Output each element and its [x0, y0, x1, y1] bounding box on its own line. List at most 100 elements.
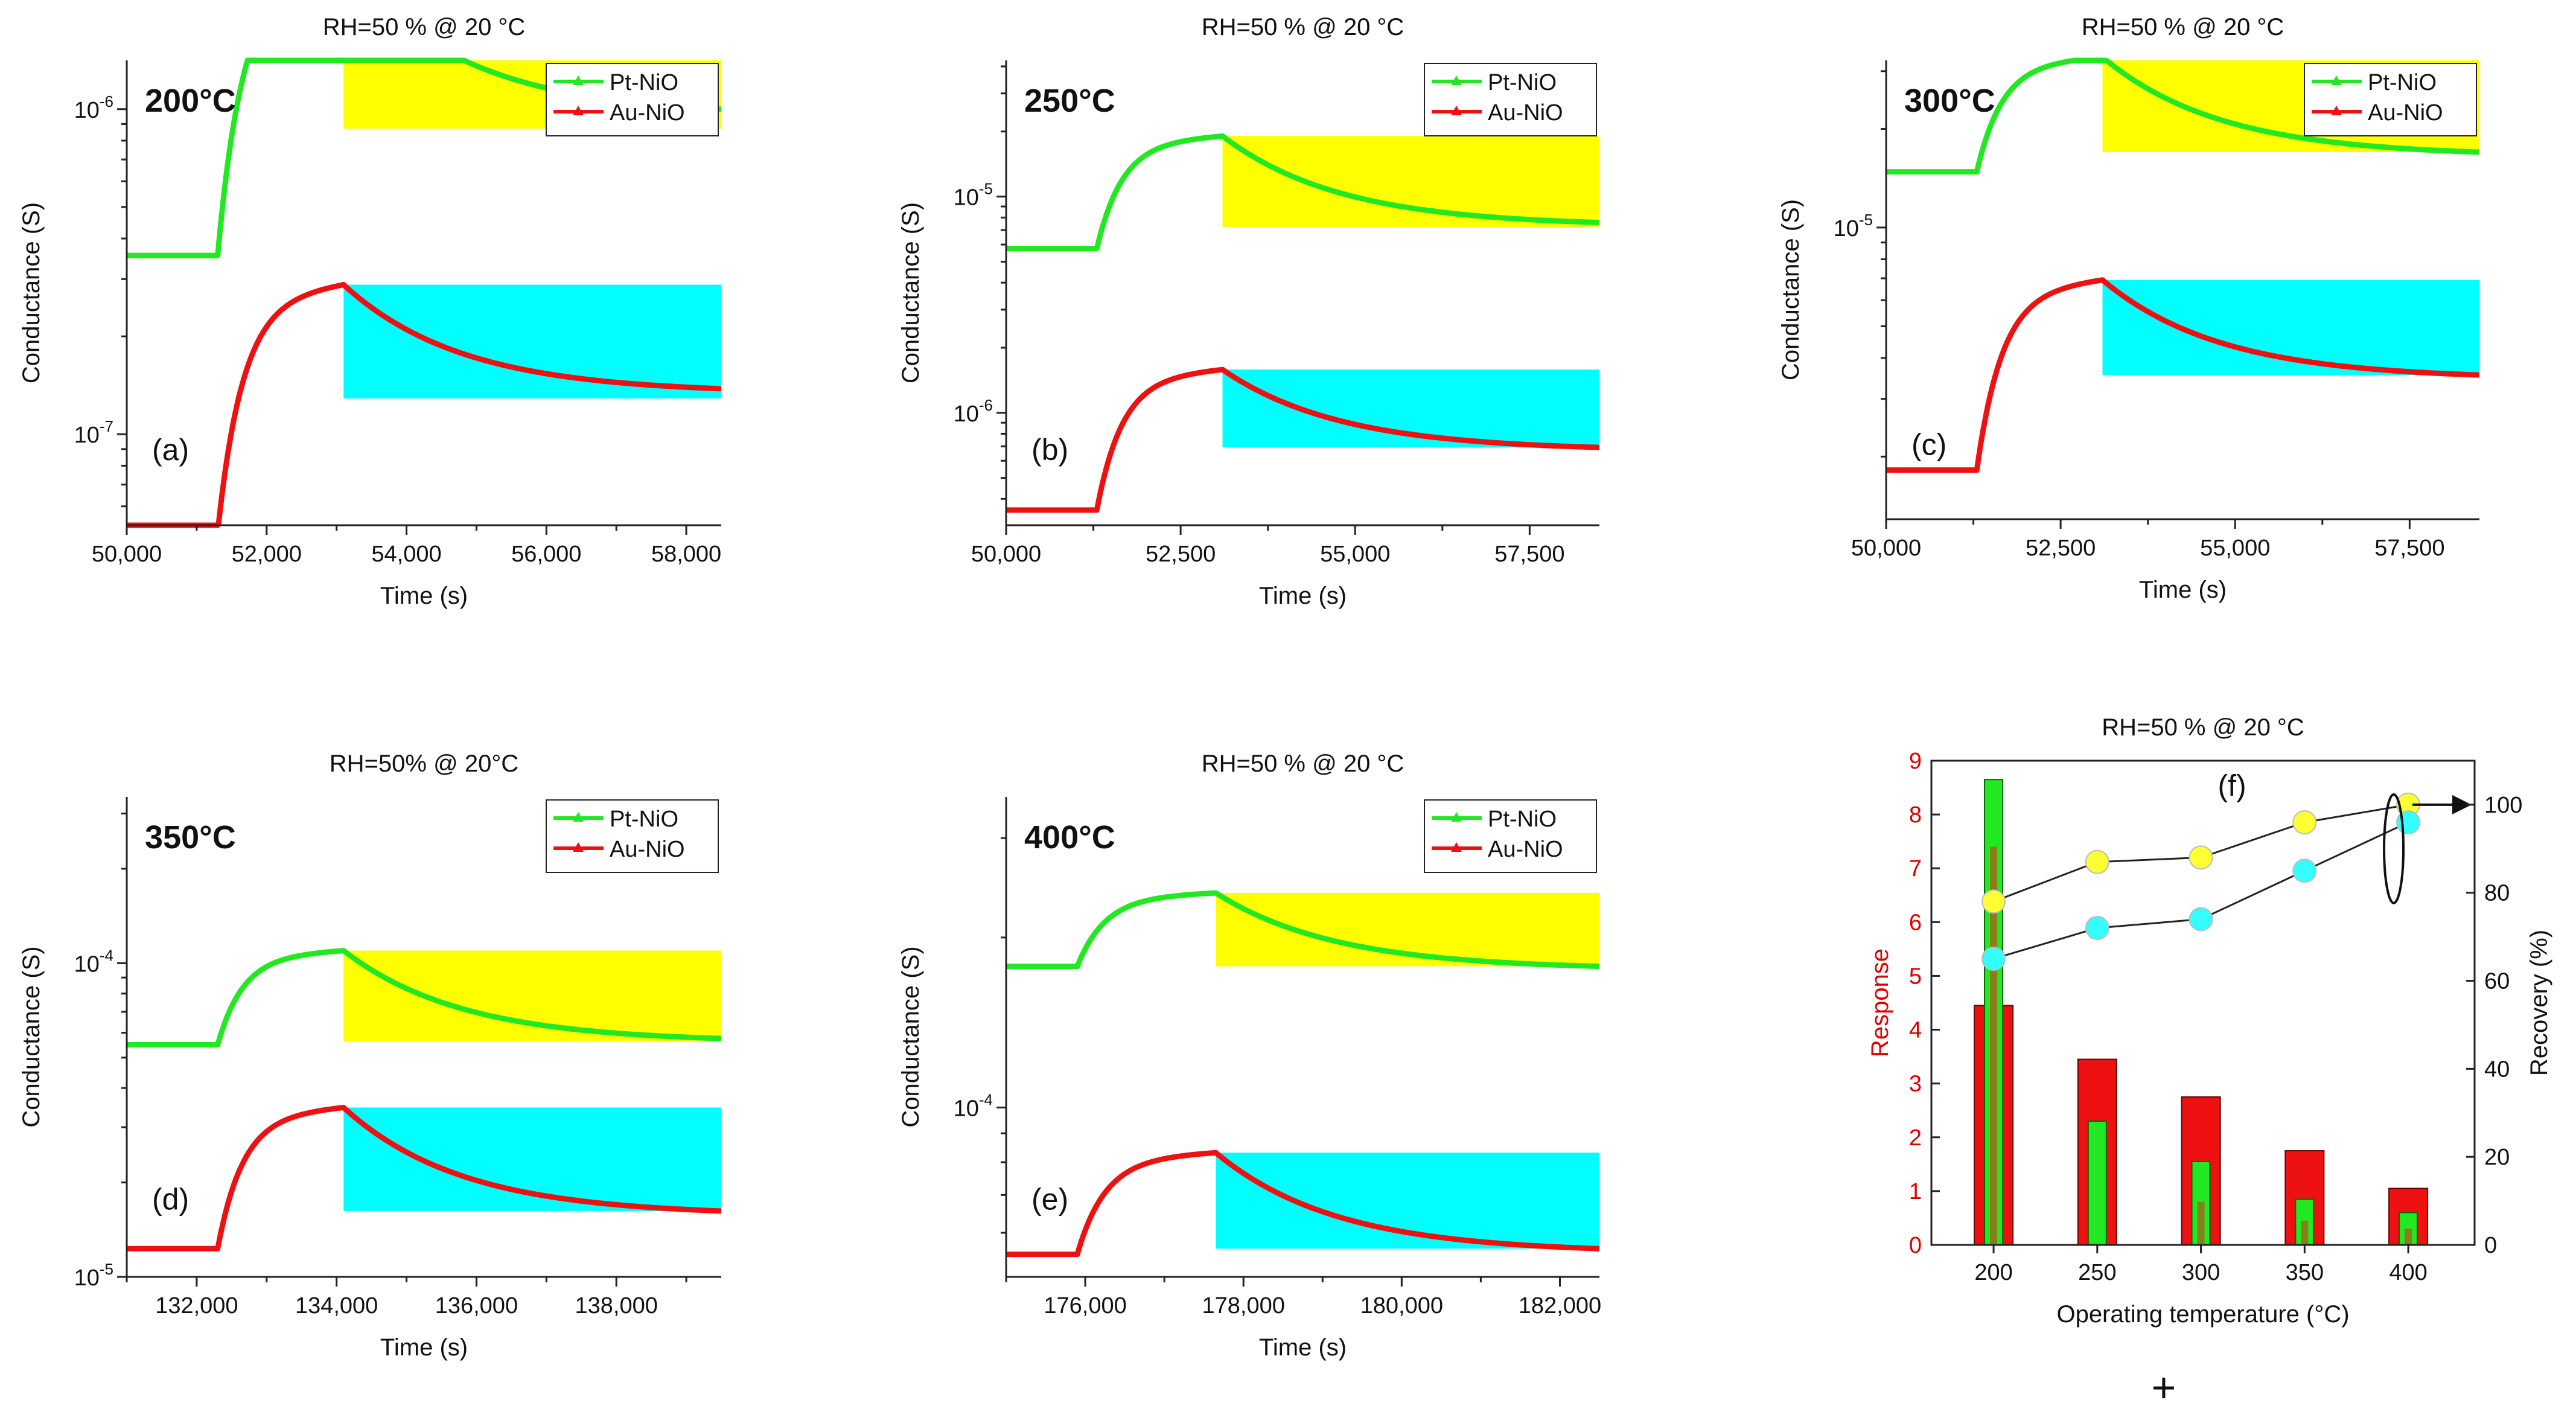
y-tick-label: 1	[1909, 1179, 1922, 1204]
bar-inner-mark	[2301, 1220, 2309, 1245]
series-line-au-nio	[127, 1104, 722, 1252]
y-tick-label: 3	[1909, 1072, 1922, 1097]
y2-axis-label: Recovery (%)	[2526, 930, 2552, 1076]
legend-marker-1	[573, 106, 584, 115]
y-tick-label: 4	[1909, 1018, 1922, 1043]
chart-title: RH=50 % @ 20 °C	[323, 14, 526, 40]
x-axis-label: Operating temperature (°C)	[2056, 1301, 2349, 1328]
panel-a: RH=50 % @ 20 °C 50,000 52,000 54,000 56,000 5…	[18, 14, 722, 609]
legend-marker-0	[2331, 75, 2342, 85]
panel-label: (f)	[2217, 769, 2246, 802]
y-tick-label: 5	[1909, 964, 1922, 989]
series-line-pt-nio	[1006, 890, 1600, 970]
x-tick-label: 138,000	[575, 1293, 657, 1319]
recovery-point	[2292, 810, 2317, 835]
x-tick-label: 200	[1974, 1260, 2012, 1285]
y-tick-label-base: 10	[954, 401, 979, 427]
panel-label: (e)	[1031, 1183, 1068, 1217]
recovery-box-1	[343, 284, 721, 398]
y-tick-label-exponent: -5	[1859, 211, 1873, 229]
legend-label: Pt-NiO	[610, 70, 678, 95]
y-tick-label-exponent: -6	[979, 396, 993, 414]
panel-d: RH=50% @ 20°C 132,000 134,000 136,000 138,00…	[18, 750, 722, 1361]
panel-label: (d)	[152, 1183, 189, 1217]
temperature-label: 300°C	[1904, 83, 1995, 119]
legend-label: Pt-NiO	[1488, 70, 1557, 95]
recovery-point	[2085, 916, 2109, 941]
x-tick-label: 136,000	[435, 1293, 518, 1319]
x-tick-label: 300	[2182, 1260, 2220, 1285]
y-tick-label-base: 10	[74, 98, 100, 123]
x-tick-label: 57,500	[1494, 542, 1564, 567]
legend-box	[2304, 63, 2477, 136]
x-tick-label: 55,000	[1320, 542, 1390, 567]
series-line-au-nio	[1886, 277, 2480, 473]
panel-label: (c)	[1911, 428, 1946, 462]
y-axis-label: Response	[1867, 948, 1893, 1057]
x-tick-label: 176,000	[1044, 1293, 1126, 1319]
y2-tick-label: 60	[2484, 969, 2510, 994]
x-tick-label: 250	[2078, 1260, 2116, 1285]
y-axis-label: Conductance (S)	[897, 946, 924, 1127]
chart-title: RH=50 % @ 20 °C	[2082, 14, 2284, 40]
y-axis-label: Conductance (S)	[897, 202, 924, 383]
bar-pt-niO-response	[2087, 1121, 2107, 1246]
y-axis-label: Conductance (S)	[18, 946, 45, 1127]
recovery-line-1	[1993, 821, 2409, 960]
legend-label: Au-NiO	[2368, 100, 2443, 126]
series-line-au-nio	[1006, 1150, 1600, 1258]
y-tick-label: 10-6	[954, 396, 993, 427]
y2-tick-label: 100	[2484, 793, 2522, 818]
x-tick-label: 400	[2389, 1260, 2427, 1285]
legend-marker-1	[573, 842, 584, 852]
series-line-pt-nio	[127, 948, 722, 1047]
recovery-point	[2085, 849, 2109, 874]
y-tick-label: 6	[1909, 910, 1922, 935]
x-axis-label: Time (s)	[2139, 577, 2227, 603]
legend-label: Pt-NiO	[1488, 807, 1557, 832]
x-tick-label: 52,500	[2026, 536, 2096, 561]
y-tick-label-base: 10	[1834, 216, 1859, 241]
x-axis-label: Time (s)	[1259, 1334, 1347, 1361]
x-tick-label: 180,000	[1360, 1293, 1443, 1319]
bar-inner-mark	[2405, 1229, 2412, 1245]
y2-tick-label: 0	[2484, 1233, 2497, 1258]
y-tick-label-base: 10	[954, 1096, 979, 1121]
legend-marker-0	[573, 812, 584, 822]
legend-label: Au-NiO	[610, 100, 685, 126]
legend-box	[1424, 799, 1597, 873]
y2-tick-label: 80	[2484, 881, 2510, 906]
panel-b: RH=50 % @ 20 °C 50,000 52,500 55,000 57,500 1…	[897, 14, 1600, 609]
x-tick-label: 50,000	[92, 542, 162, 567]
y2-tick-label: 20	[2484, 1145, 2510, 1170]
y-tick-label-exponent: -5	[979, 180, 993, 198]
y2-tick-label: 40	[2484, 1057, 2510, 1082]
recovery-point	[2189, 907, 2213, 932]
y-tick-label: 8	[1909, 802, 1922, 828]
panel-c: RH=50 % @ 20 °C 50,000 52,500 55,000 57,500 1…	[1777, 14, 2480, 603]
series-line-au-nio	[1006, 366, 1600, 513]
x-tick-label: 52,500	[1146, 542, 1216, 567]
y-axis-label: Conductance (S)	[18, 202, 45, 383]
y-tick-label-exponent: -7	[100, 417, 113, 435]
y-tick-label-base: 10	[74, 423, 100, 448]
chart-title: RH=50 % @ 20 °C	[1202, 750, 1404, 777]
x-tick-label: 178,000	[1202, 1293, 1285, 1319]
recovery-box-0	[1222, 136, 1599, 227]
legend-label: Pt-NiO	[2368, 70, 2437, 95]
y-tick-label-exponent: -4	[979, 1090, 993, 1108]
legend-marker-0	[573, 75, 584, 85]
panel-e: RH=50 % @ 20 °C 176,000 178,000 180,000 182,…	[897, 750, 1601, 1361]
legend-label: Pt-NiO	[610, 807, 678, 832]
recovery-box-0	[343, 950, 721, 1042]
y-tick-label: 10-4	[954, 1090, 993, 1121]
y-tick-label-base: 10	[954, 185, 979, 211]
legend-marker-1	[2331, 106, 2342, 115]
legend-box	[1424, 63, 1597, 136]
y-tick-label-exponent: -4	[100, 946, 113, 964]
x-tick-label: 50,000	[1851, 536, 1921, 561]
series-line-au-nio	[127, 282, 722, 528]
x-tick-label: 57,500	[2374, 536, 2444, 561]
y-tick-label: 10-5	[74, 1260, 113, 1291]
cross-symbol: +	[2152, 1364, 2176, 1411]
